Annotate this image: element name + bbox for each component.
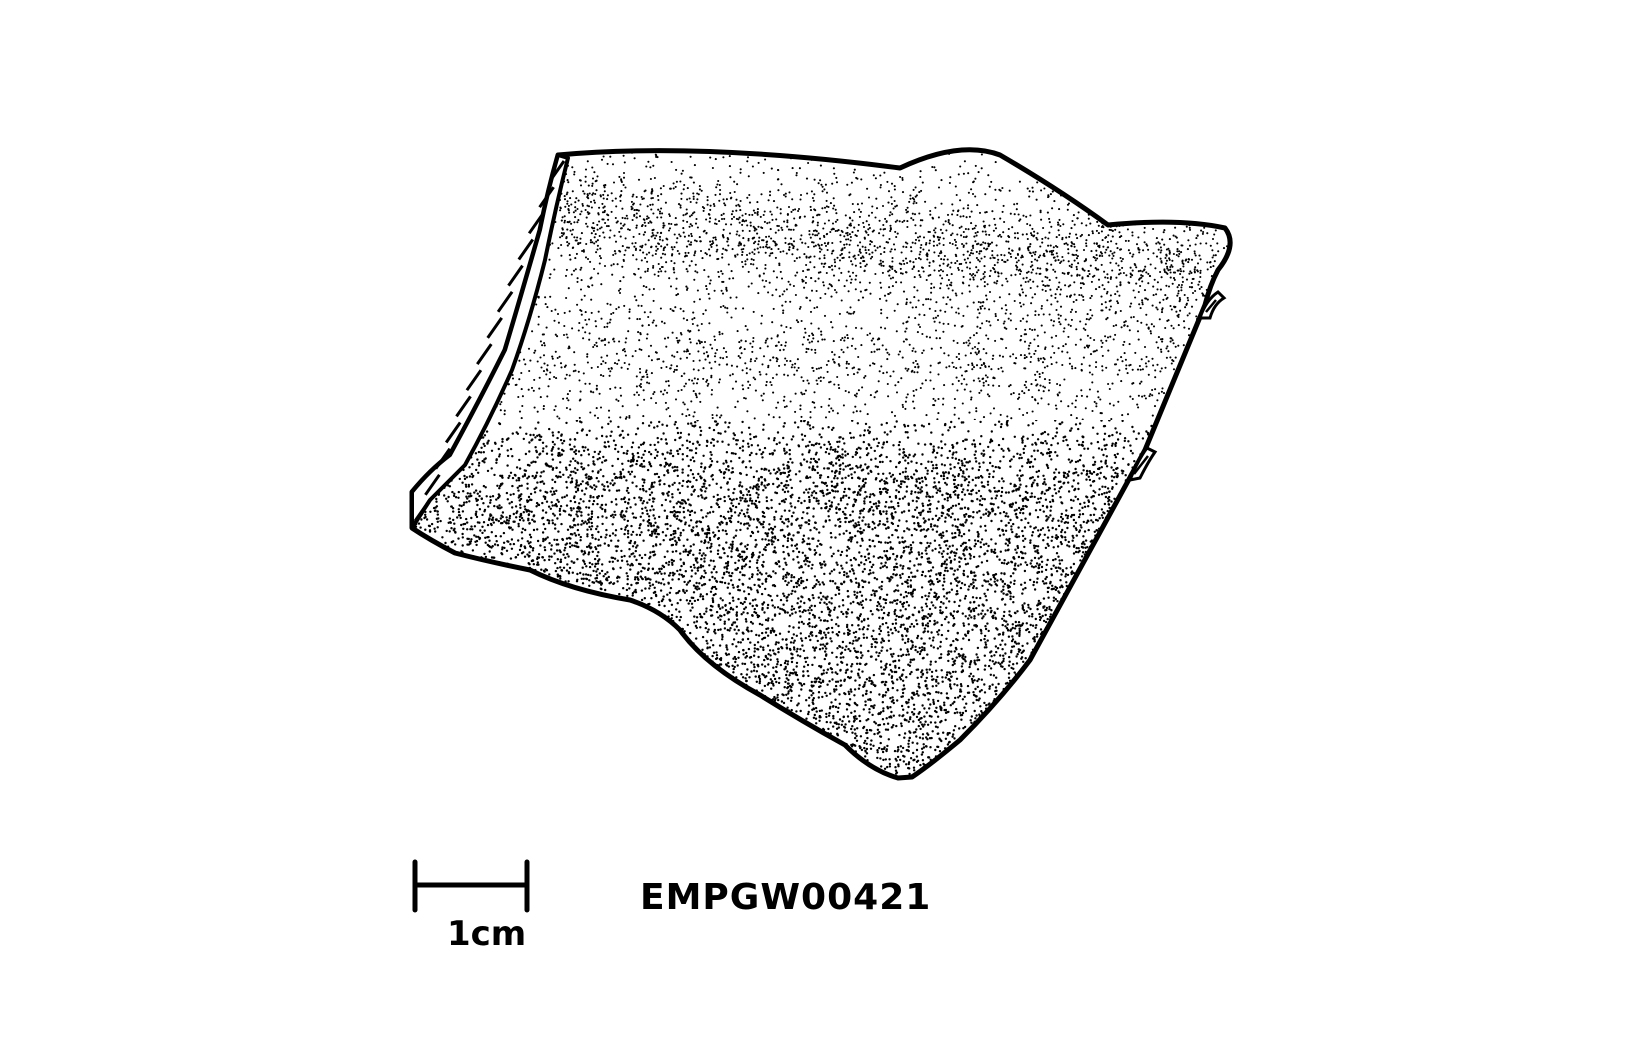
scale-bar-label: 1cm bbox=[447, 914, 526, 954]
section-hatch-right-upper bbox=[1197, 290, 1227, 320]
stipple-dark bbox=[412, 420, 1231, 778]
section-hatch-right-lower bbox=[1127, 446, 1158, 483]
artifact-id-label: EMPGW00421 bbox=[640, 877, 931, 918]
section-hatch-left bbox=[410, 153, 570, 530]
scale-bar: 1cm bbox=[412, 859, 530, 954]
